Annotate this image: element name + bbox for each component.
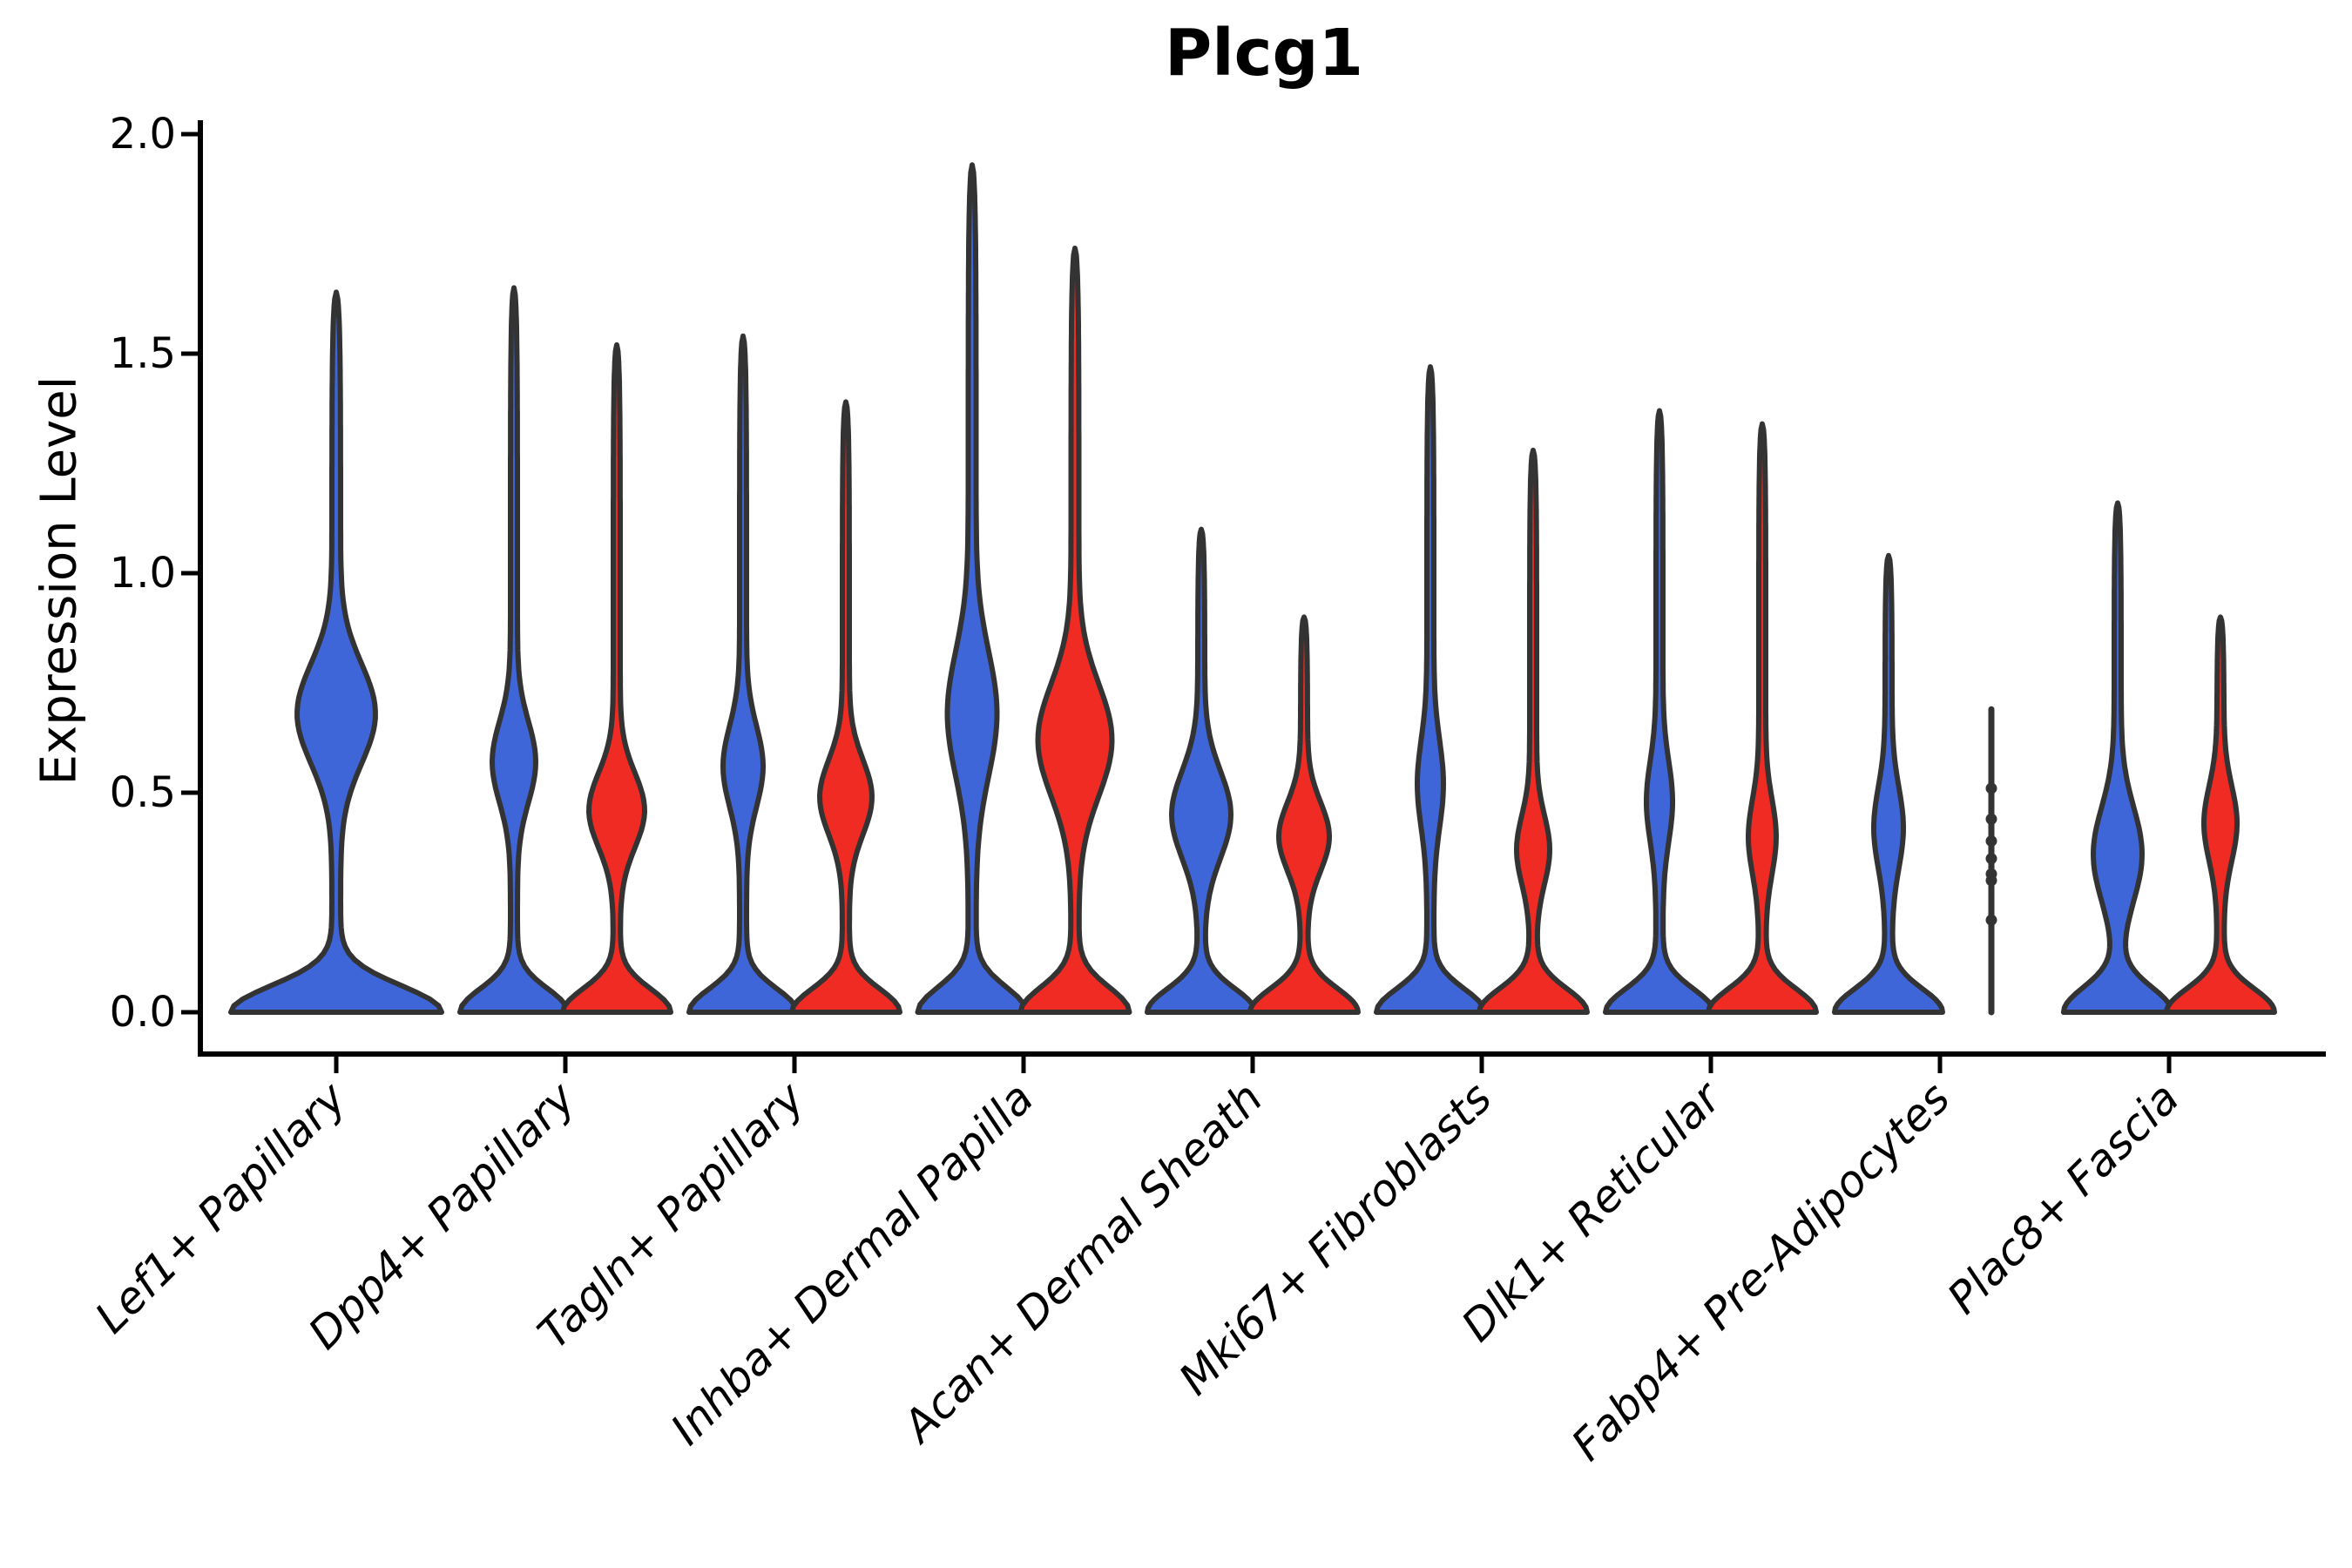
violin-red-acan-dermal-sheath xyxy=(1247,614,1361,1015)
data-point xyxy=(1985,835,1997,847)
x-tick-label: Inhba+ Dermal Papilla xyxy=(661,1072,1043,1454)
x-tick-label: Acan+ Dermal Sheath xyxy=(892,1072,1273,1453)
violin-red-dpp4-papillary xyxy=(560,341,673,1015)
data-point xyxy=(1985,875,1997,887)
y-tick-label: 1.5 xyxy=(110,329,176,378)
data-point xyxy=(1985,853,1997,865)
y-tick-label: 1.0 xyxy=(110,549,176,598)
violin-blue-plac8-fascia xyxy=(2060,500,2175,1015)
y-tick-label: 0.5 xyxy=(110,768,176,817)
violin-blue-dpp4-papillary xyxy=(457,285,571,1015)
data-point xyxy=(1985,813,1997,825)
violin-red-tagln-papillary xyxy=(789,399,902,1015)
data-point xyxy=(1985,782,1997,794)
violin-red-mki67-fibroblasts xyxy=(1477,447,1590,1015)
chart-title: Plcg1 xyxy=(1165,16,1363,91)
x-tick-label: Fabp4+ Pre-Adipocytes xyxy=(1562,1072,1960,1470)
y-tick-label: 2.0 xyxy=(110,110,176,159)
violin-blue-mki67-fibroblasts xyxy=(1374,364,1487,1015)
violin-red-dlk1-reticular xyxy=(1706,421,1819,1015)
violin-blue-acan-dermal-sheath xyxy=(1145,526,1258,1015)
violin-blue-lef1-papillary xyxy=(228,289,444,1015)
y-tick-label: 0.0 xyxy=(110,988,176,1037)
violin-blue-tagln-papillary xyxy=(686,333,800,1015)
x-tick-label: Plac8+ Fascia xyxy=(1938,1072,2189,1323)
violin-blue-dlk1-reticular xyxy=(1603,408,1716,1015)
x-tick-label: Lef1+ Papillary xyxy=(85,1071,356,1342)
violin-blue-fabp4-pre-adipocytes xyxy=(1832,552,1945,1015)
violin-red-plac8-fascia xyxy=(2164,614,2277,1015)
data-point xyxy=(1985,914,1997,926)
violin-red-inhba-dermal-papilla xyxy=(1017,246,1132,1015)
violin-blue-inhba-dermal-papilla xyxy=(915,162,1030,1015)
